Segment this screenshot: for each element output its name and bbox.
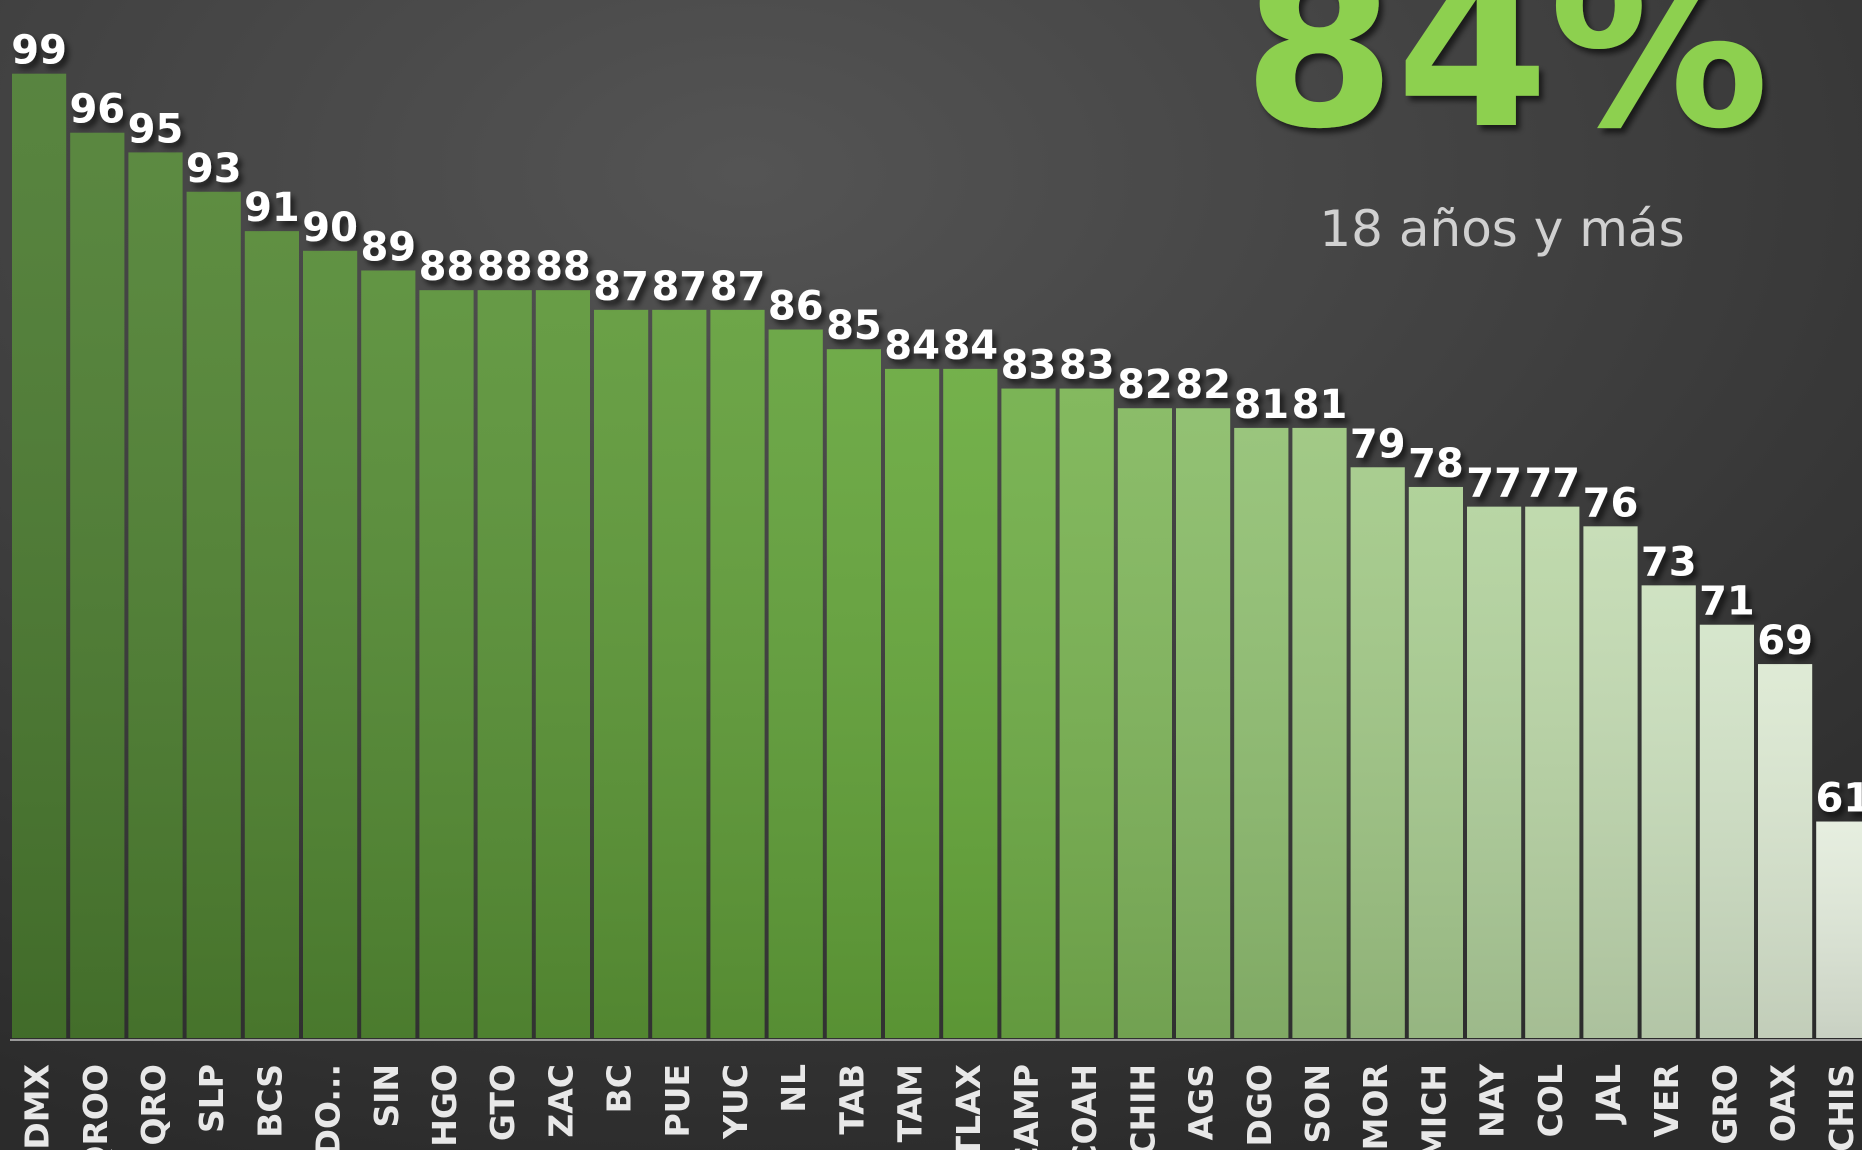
x-tick-label: CHIH (1123, 1064, 1162, 1150)
bar-shade (1699, 624, 1754, 1038)
bar-shade (1059, 388, 1114, 1038)
value-label: 71 (1699, 579, 1755, 625)
value-label: 61 (1815, 776, 1862, 822)
value-label: 87 (651, 264, 707, 310)
bar-shade (943, 368, 998, 1038)
bar-shade (1001, 388, 1056, 1038)
x-tick-label: EDO... (309, 1064, 348, 1150)
x-tick-label: SON (1298, 1064, 1337, 1143)
bar-shade (535, 290, 590, 1038)
bar-shade (710, 309, 765, 1039)
value-label: 83 (1001, 343, 1057, 389)
x-tick-label: TAM (891, 1064, 930, 1142)
value-label: 81 (1233, 382, 1289, 428)
bar-shade (1408, 486, 1463, 1039)
value-label: 86 (768, 284, 824, 330)
value-label: 78 (1408, 441, 1464, 487)
x-tick-label: COAH (1065, 1064, 1104, 1150)
bar-shade (419, 290, 474, 1038)
x-tick-label: OAX (1764, 1064, 1803, 1142)
value-label: 89 (360, 224, 416, 270)
value-label: 87 (710, 264, 766, 310)
x-tick-label: GRO (1705, 1064, 1744, 1145)
x-tick-label: JAL (1589, 1064, 1628, 1125)
x-tick-label: COL (1531, 1064, 1570, 1137)
value-label: 82 (1175, 362, 1231, 408)
x-tick-label: SIN (367, 1064, 406, 1128)
bar-shade (1641, 585, 1696, 1038)
bar-shade (652, 309, 707, 1039)
x-tick-label: HGO (425, 1064, 464, 1147)
value-label: 77 (1524, 461, 1580, 507)
value-label: 85 (826, 303, 882, 349)
bar-shade (1816, 821, 1862, 1038)
value-label: 88 (477, 244, 533, 290)
value-label: 91 (244, 185, 300, 231)
x-tick-label: QROO (76, 1064, 115, 1150)
x-tick-label: CHIS (1822, 1064, 1861, 1150)
value-label: 84 (942, 323, 998, 369)
x-tick-label: ZAC (541, 1064, 580, 1138)
x-tick-label: YUC (716, 1064, 755, 1140)
bar-shade (1583, 526, 1638, 1038)
x-tick-label: TAB (832, 1064, 871, 1135)
value-label: 93 (186, 146, 242, 192)
bar-shade (244, 231, 299, 1038)
value-label: 69 (1757, 618, 1813, 664)
value-label: 82 (1117, 362, 1173, 408)
bar-shade (1234, 427, 1289, 1038)
value-label: 95 (128, 106, 184, 152)
bar-shade (1758, 664, 1813, 1038)
value-label: 76 (1583, 480, 1639, 526)
value-label: 87 (593, 264, 649, 310)
bar-shade (186, 191, 241, 1038)
bar-shade (1525, 506, 1580, 1038)
value-label: 88 (535, 244, 591, 290)
bar-shade (1292, 427, 1347, 1038)
value-label: 88 (419, 244, 475, 290)
x-tick-label: NL (774, 1064, 813, 1113)
value-label: 81 (1292, 382, 1348, 428)
x-tick-label: PUE (658, 1064, 697, 1138)
x-tick-label: MOR (1356, 1064, 1395, 1150)
bar-shade (594, 309, 649, 1039)
subtitle: 18 años y más (1319, 200, 1684, 258)
bar-shade (12, 73, 67, 1039)
bar-shade (70, 132, 125, 1039)
x-tick-label: QRO (134, 1064, 173, 1146)
value-label: 83 (1059, 343, 1115, 389)
bar-shade (885, 368, 940, 1038)
x-tick-label: VER (1647, 1064, 1686, 1138)
value-label: 79 (1350, 421, 1406, 467)
bar-shade (1117, 408, 1172, 1038)
value-label: 84 (884, 323, 940, 369)
bar-shade (1467, 506, 1522, 1038)
bar-shade (826, 349, 881, 1038)
bar-shade (303, 250, 358, 1039)
value-label: 73 (1641, 539, 1697, 585)
bar-shade (361, 270, 416, 1039)
x-tick-label: BCS (250, 1064, 289, 1138)
x-tick-label: TLAX (949, 1064, 988, 1150)
value-label: 99 (11, 28, 67, 74)
value-label: 77 (1466, 461, 1522, 507)
value-label: 90 (302, 205, 358, 251)
bar-shade (128, 152, 183, 1038)
bar-shade (1350, 467, 1405, 1038)
bar-shade (1176, 408, 1231, 1038)
x-tick-label: BC (600, 1064, 639, 1113)
x-tick-label: DGO (1240, 1064, 1279, 1147)
x-tick-label: MICH (1414, 1064, 1453, 1150)
value-label: 96 (69, 87, 125, 133)
x-tick-label: AGS (1182, 1064, 1221, 1140)
x-tick-label: GTO (483, 1064, 522, 1141)
headline: 84% (1243, 0, 1770, 177)
x-tick-label: NAY (1473, 1063, 1512, 1138)
x-tick-label: SLP (192, 1064, 231, 1133)
bar-shade (768, 329, 823, 1038)
bar-shade (477, 290, 532, 1038)
x-tick-label: CDMX (18, 1064, 57, 1150)
x-tick-label: CAMP (1007, 1064, 1046, 1150)
